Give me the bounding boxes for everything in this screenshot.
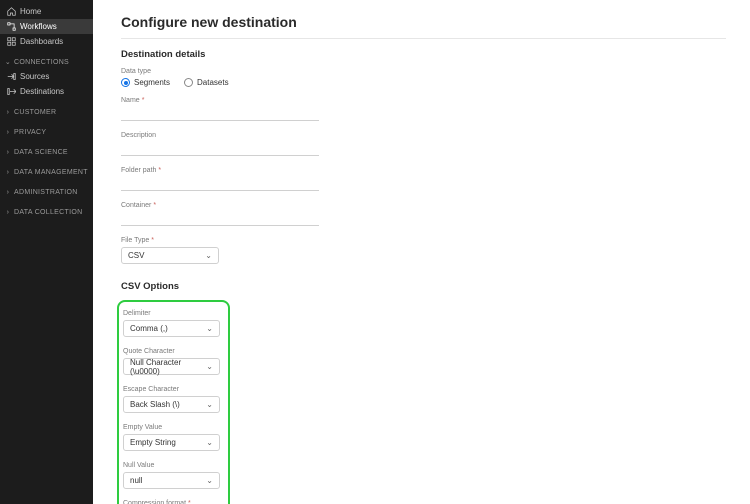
sidebar-group-data-collection[interactable]: › DATA COLLECTION bbox=[0, 205, 93, 219]
radio-dot-icon bbox=[121, 78, 130, 87]
sidebar-group-connections[interactable]: ⌄ CONNECTIONS bbox=[0, 55, 93, 69]
chevron-down-icon: ⌄ bbox=[206, 400, 213, 409]
sidebar-label-home: Home bbox=[20, 7, 41, 16]
chevron-down-icon: ⌄ bbox=[206, 476, 213, 485]
radio-dot-icon bbox=[184, 78, 193, 87]
sidebar-item-destinations[interactable]: Destinations bbox=[0, 84, 93, 99]
sidebar-label-dashboards: Dashboards bbox=[20, 37, 63, 46]
label-null-value: Null Value bbox=[123, 462, 220, 469]
chevron-down-icon: ⌄ bbox=[4, 58, 12, 66]
description-input[interactable] bbox=[121, 142, 319, 156]
chevron-right-icon: › bbox=[4, 169, 12, 176]
section-destination-details: Destination details bbox=[121, 49, 726, 60]
sidebar-group-label: DATA SCIENCE bbox=[14, 149, 68, 156]
radio-segments[interactable]: Segments bbox=[121, 78, 170, 87]
label-file-type: File Type* bbox=[121, 237, 726, 244]
workflow-icon bbox=[6, 22, 16, 31]
csv-options-highlight-box: Delimiter Comma (,) ⌄ Quote Character Nu… bbox=[117, 300, 230, 504]
select-value: Comma (,) bbox=[130, 324, 168, 333]
name-input[interactable] bbox=[121, 107, 319, 121]
folder-path-input[interactable] bbox=[121, 177, 319, 191]
sidebar-group-data-management[interactable]: › DATA MANAGEMENT bbox=[0, 165, 93, 179]
label-data-type: Data type bbox=[121, 68, 726, 75]
sources-icon bbox=[6, 72, 16, 81]
file-type-select[interactable]: CSV ⌄ bbox=[121, 247, 219, 264]
select-value: CSV bbox=[128, 251, 144, 260]
sidebar-group-label: CONNECTIONS bbox=[14, 59, 69, 66]
sidebar: Home Workflows Dashboards ⌄ CONNECTIONS … bbox=[0, 0, 93, 504]
sidebar-group-label: DATA COLLECTION bbox=[14, 209, 82, 216]
radio-label: Datasets bbox=[197, 78, 229, 87]
label-name: Name* bbox=[121, 97, 726, 104]
section-csv-options: CSV Options bbox=[121, 281, 726, 292]
sidebar-group-label: DATA MANAGEMENT bbox=[14, 169, 88, 176]
select-value: null bbox=[130, 476, 142, 485]
radio-datasets[interactable]: Datasets bbox=[184, 78, 229, 87]
sidebar-item-workflows[interactable]: Workflows bbox=[0, 19, 93, 34]
sidebar-group-data-science[interactable]: › DATA SCIENCE bbox=[0, 145, 93, 159]
chevron-down-icon: ⌄ bbox=[206, 438, 213, 447]
select-value: Empty String bbox=[130, 438, 176, 447]
empty-value-select[interactable]: Empty String ⌄ bbox=[123, 434, 220, 451]
chevron-right-icon: › bbox=[4, 109, 12, 116]
sidebar-group-customer[interactable]: › CUSTOMER bbox=[0, 105, 93, 119]
quote-select[interactable]: Null Character (\u0000) ⌄ bbox=[123, 358, 220, 375]
chevron-right-icon: › bbox=[4, 149, 12, 156]
label-compression: Compression format* bbox=[123, 500, 220, 504]
delimiter-select[interactable]: Comma (,) ⌄ bbox=[123, 320, 220, 337]
null-value-select[interactable]: null ⌄ bbox=[123, 472, 220, 489]
chevron-right-icon: › bbox=[4, 189, 12, 196]
escape-select[interactable]: Back Slash (\) ⌄ bbox=[123, 396, 220, 413]
page-title: Configure new destination bbox=[121, 14, 726, 30]
chevron-right-icon: › bbox=[4, 209, 12, 216]
label-quote-character: Quote Character bbox=[123, 348, 220, 355]
label-description: Description bbox=[121, 132, 726, 139]
data-type-radio-group: Segments Datasets bbox=[121, 78, 726, 87]
radio-label: Segments bbox=[134, 78, 170, 87]
sidebar-group-privacy[interactable]: › PRIVACY bbox=[0, 125, 93, 139]
chevron-right-icon: › bbox=[4, 129, 12, 136]
sidebar-item-dashboards[interactable]: Dashboards bbox=[0, 34, 93, 49]
container-input[interactable] bbox=[121, 212, 319, 226]
sidebar-item-home[interactable]: Home bbox=[0, 4, 93, 19]
destinations-icon bbox=[6, 87, 16, 96]
chevron-down-icon: ⌄ bbox=[206, 362, 213, 371]
sidebar-group-label: CUSTOMER bbox=[14, 109, 56, 116]
select-value: Back Slash (\) bbox=[130, 400, 180, 409]
label-container: Container* bbox=[121, 202, 726, 209]
sidebar-group-administration[interactable]: › ADMINISTRATION bbox=[0, 185, 93, 199]
label-escape-character: Escape Character bbox=[123, 386, 220, 393]
main-content: Configure new destination Destination de… bbox=[93, 0, 750, 504]
dashboard-icon bbox=[6, 37, 16, 46]
chevron-down-icon: ⌄ bbox=[206, 324, 213, 333]
home-icon bbox=[6, 7, 16, 16]
sidebar-label-sources: Sources bbox=[20, 72, 49, 81]
sidebar-label-workflows: Workflows bbox=[20, 22, 57, 31]
sidebar-label-destinations: Destinations bbox=[20, 87, 64, 96]
sidebar-group-label: PRIVACY bbox=[14, 129, 46, 136]
sidebar-group-label: ADMINISTRATION bbox=[14, 189, 78, 196]
sidebar-item-sources[interactable]: Sources bbox=[0, 69, 93, 84]
select-value: Null Character (\u0000) bbox=[130, 358, 206, 376]
label-empty-value: Empty Value bbox=[123, 424, 220, 431]
divider bbox=[121, 38, 726, 39]
label-delimiter: Delimiter bbox=[123, 310, 220, 317]
label-folder-path: Folder path* bbox=[121, 167, 726, 174]
chevron-down-icon: ⌄ bbox=[205, 251, 212, 260]
